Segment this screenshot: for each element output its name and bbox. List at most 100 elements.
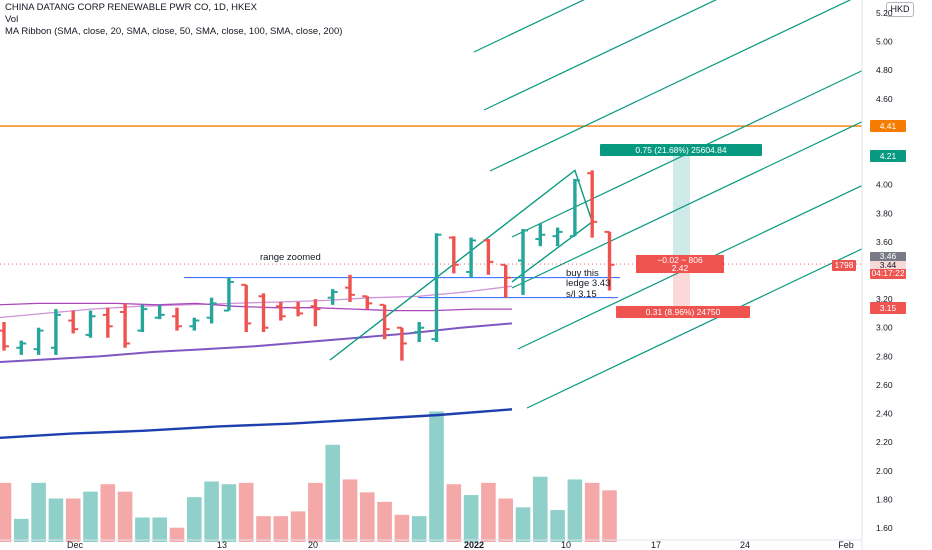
- volume-bar: [463, 495, 479, 542]
- volume-bar: [273, 516, 289, 542]
- mid-label-bg: [636, 255, 724, 273]
- volume-bar: [394, 514, 410, 542]
- stop-label: 0.31 (8.96%) 24750: [646, 307, 721, 317]
- price-tick-label: 2.40: [876, 409, 893, 419]
- ma-line: [0, 285, 513, 319]
- volume-bar: [429, 411, 444, 542]
- target-label: 0.75 (21.68%) 25604.84: [635, 145, 726, 155]
- price-tick-label: 5.00: [876, 37, 893, 47]
- volume-badge: 1798: [835, 260, 854, 270]
- price-tick-label: 3.60: [876, 237, 893, 247]
- volume-bar: [342, 479, 358, 542]
- price-badge-a: 3.46: [880, 251, 897, 261]
- price-tick-label: 5.20: [876, 8, 893, 18]
- stop-label-bg: [616, 306, 750, 318]
- volume-bar: [377, 501, 392, 542]
- price-badge-b: 3.44: [880, 260, 897, 270]
- pitchfork-handle[interactable]: [329, 169, 594, 361]
- level-price-badge: 4.41: [880, 121, 897, 131]
- volume-bar: [256, 516, 271, 542]
- stop-zone[interactable]: [673, 266, 690, 307]
- buy-note-line-2[interactable]: ledge 3.43: [566, 278, 610, 289]
- buy-note-line-1[interactable]: buy this: [566, 268, 599, 279]
- volume-bar: [187, 497, 202, 542]
- price-tick-label: 2.80: [876, 351, 893, 361]
- volume-bar: [602, 490, 617, 542]
- pitchfork-upper-outer[interactable]: [473, 0, 862, 53]
- volume-bar: [135, 517, 150, 542]
- volume-bar: [515, 507, 531, 542]
- volume-bar: [152, 517, 167, 542]
- range-zoomed-label[interactable]: range zoomed: [260, 252, 321, 263]
- target-zone[interactable]: [673, 154, 690, 267]
- volume-bar: [550, 510, 565, 542]
- countdown-badge-bg: [870, 269, 906, 279]
- pitchfork-upper-inner[interactable]: [483, 0, 862, 111]
- volume-bar: [411, 516, 427, 542]
- volume-bar: [117, 491, 133, 542]
- level-price-badge-bg: [870, 120, 906, 132]
- volume-bar: [446, 484, 462, 542]
- volume-bar: [567, 479, 583, 542]
- volume-indicator-label[interactable]: Vol: [5, 14, 19, 25]
- volume-bar: [238, 482, 254, 542]
- pitchfork-upper[interactable]: [489, 0, 862, 172]
- time-tick-label: Feb: [838, 540, 854, 550]
- volume-bar: [100, 484, 116, 542]
- volume-bar: [204, 481, 219, 542]
- price-tick-label: 4.60: [876, 94, 893, 104]
- time-tick-label: 10: [561, 540, 571, 550]
- volume-bar: [0, 482, 12, 542]
- volume-bar: [48, 498, 64, 542]
- volume-bar: [533, 476, 548, 542]
- price-tick-label: 2.20: [876, 437, 893, 447]
- price-tick-label: 1.80: [876, 494, 893, 504]
- price-tick-label: 3.20: [876, 294, 893, 304]
- pitchfork-lower[interactable]: [511, 121, 863, 289]
- time-tick-label: Dec: [67, 540, 84, 550]
- volume-bar: [169, 527, 185, 542]
- ma-line: [0, 302, 512, 312]
- mid-label-line-1: −0.02 ~ 806: [657, 255, 703, 265]
- fork-price-badge-bg: [870, 150, 906, 162]
- price-tick-label: 3.00: [876, 323, 893, 333]
- ma-line: [0, 408, 513, 439]
- time-tick-label: 17: [651, 540, 661, 550]
- currency-badge[interactable]: HKD: [886, 2, 914, 17]
- mid-label-line-2: 2.42: [672, 263, 689, 273]
- volume-bar: [584, 482, 600, 542]
- volume-bar: [325, 444, 340, 542]
- volume-bar: [83, 491, 98, 542]
- symbol-title: CHINA DATANG CORP RENEWABLE PWR CO, 1D, …: [5, 2, 257, 13]
- time-tick-label: 20: [308, 540, 318, 550]
- price-tick-label: 4.00: [876, 180, 893, 190]
- fork-price-badge: 4.21: [880, 151, 897, 161]
- ma-ribbon-indicator-label[interactable]: MA Ribbon (SMA, close, 20, SMA, close, 5…: [5, 26, 343, 37]
- volume-bar: [14, 518, 29, 542]
- price-badge-a-bg: [870, 252, 906, 262]
- price-tick-label: 2.60: [876, 380, 893, 390]
- chart-legend: CHINA DATANG CORP RENEWABLE PWR CO, 1D, …: [5, 2, 342, 38]
- volume-bar: [360, 492, 375, 542]
- price-badge-b-bg: [870, 261, 906, 271]
- stop-price-badge: 3.15: [880, 303, 897, 313]
- ma-line: [0, 322, 513, 363]
- volume-bar: [498, 498, 513, 542]
- price-tick-label: 2.00: [876, 466, 893, 476]
- price-tick-label: 3.80: [876, 208, 893, 218]
- time-tick-label: 24: [740, 540, 750, 550]
- price-tick-label: 4.80: [876, 65, 893, 75]
- volume-bar: [290, 511, 306, 542]
- volume-bar: [308, 482, 323, 542]
- time-tick-label: 13: [217, 540, 227, 550]
- volume-bar: [31, 482, 46, 542]
- buy-note-line-3[interactable]: s/l 3.15: [566, 289, 597, 300]
- volume-bar: [65, 498, 81, 542]
- price-tick-label: 1.60: [876, 523, 893, 533]
- pitchfork-lower-outer[interactable]: [526, 248, 863, 409]
- volume-bar: [221, 484, 237, 542]
- volume-badge-bg: [832, 260, 856, 271]
- stop-price-badge-bg: [870, 302, 906, 314]
- volume-bar: [481, 482, 496, 542]
